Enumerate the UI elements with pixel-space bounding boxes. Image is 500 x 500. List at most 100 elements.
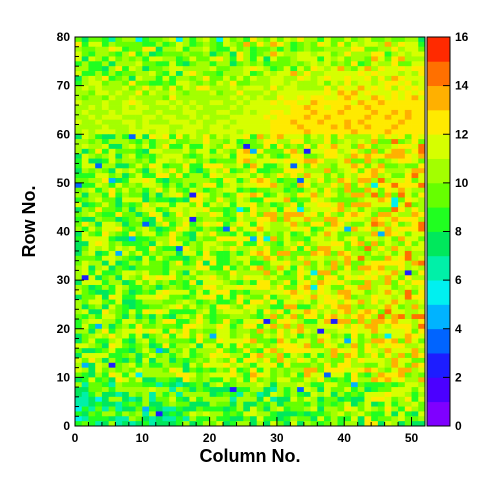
heatmap-cell	[189, 333, 197, 339]
heatmap-cell	[216, 37, 224, 43]
heatmap-cell	[377, 71, 385, 77]
heatmap-cell	[377, 362, 385, 368]
heatmap-cell	[250, 270, 258, 276]
heatmap-cell	[81, 178, 89, 184]
heatmap-cell	[142, 66, 150, 72]
heatmap-cell	[209, 192, 217, 198]
heatmap-cell	[95, 275, 103, 281]
heatmap-cell	[101, 377, 110, 383]
heatmap-cell	[182, 319, 190, 325]
heatmap-cell	[223, 391, 231, 398]
heatmap-cell	[216, 289, 224, 296]
heatmap-cell	[182, 41, 190, 48]
heatmap-cell	[350, 163, 359, 169]
heatmap-cell	[337, 105, 345, 111]
heatmap-cell	[135, 61, 143, 67]
heatmap-cell	[283, 328, 291, 334]
heatmap-cell	[297, 294, 305, 300]
heatmap-cell	[404, 391, 412, 398]
heatmap-cell	[303, 323, 311, 330]
heatmap-cell	[324, 173, 332, 179]
heatmap-cell	[310, 265, 318, 271]
heatmap-cell	[108, 226, 116, 232]
heatmap-cell	[223, 134, 231, 140]
heatmap-cell	[243, 319, 251, 325]
heatmap-cell	[310, 289, 318, 296]
heatmap-cell	[337, 246, 345, 252]
heatmap-cell	[142, 270, 150, 276]
heatmap-cell	[169, 182, 177, 189]
heatmap-cell	[411, 323, 419, 330]
heatmap-cell	[95, 56, 103, 62]
heatmap-cell	[149, 411, 157, 417]
heatmap-cell	[101, 275, 110, 281]
heatmap-cell	[324, 153, 332, 159]
heatmap-cell	[115, 314, 123, 320]
heatmap-cell	[371, 46, 379, 52]
heatmap-cell	[310, 216, 318, 223]
heatmap-cell	[135, 421, 143, 427]
heatmap-cell	[142, 323, 150, 330]
heatmap-cell	[101, 309, 110, 315]
heatmap-cell	[350, 134, 359, 140]
heatmap-cell	[290, 362, 298, 368]
heatmap-cell	[75, 202, 83, 208]
heatmap-cell	[128, 41, 136, 48]
heatmap-cell	[310, 182, 318, 189]
heatmap-cell	[142, 241, 150, 247]
heatmap-cell	[384, 66, 392, 72]
heatmap-cell	[357, 80, 365, 86]
heatmap-cell	[263, 226, 271, 232]
heatmap-cell	[223, 236, 231, 242]
heatmap-cell	[317, 51, 325, 57]
heatmap-cell	[101, 37, 110, 43]
heatmap-cell	[377, 90, 385, 96]
heatmap-cell	[411, 372, 419, 378]
heatmap-cell	[371, 202, 379, 208]
heatmap-cell	[337, 46, 345, 52]
heatmap-cell	[101, 182, 110, 189]
heatmap-cell	[364, 231, 372, 237]
heatmap-cell	[189, 265, 197, 271]
heatmap-cell	[250, 95, 258, 101]
heatmap-cell	[128, 304, 136, 310]
heatmap-cell	[290, 411, 298, 417]
heatmap-cell	[371, 226, 379, 232]
heatmap-cell	[310, 231, 318, 237]
heatmap-cell	[75, 153, 83, 159]
heatmap-cell	[290, 396, 298, 403]
heatmap-cell	[95, 406, 103, 412]
heatmap-cell	[377, 41, 385, 48]
heatmap-cell	[189, 109, 197, 116]
palette-swatch	[427, 377, 450, 403]
heatmap-cell	[229, 80, 237, 86]
heatmap-cell	[216, 168, 224, 174]
heatmap-cell	[135, 260, 143, 266]
heatmap-cell	[350, 178, 359, 184]
heatmap-cell	[229, 362, 237, 368]
heatmap-cell	[324, 309, 332, 315]
heatmap-cell	[263, 168, 271, 174]
heatmap-cell	[135, 163, 143, 169]
heatmap-cell	[364, 51, 372, 57]
heatmap-cell	[310, 37, 318, 43]
heatmap-cell	[391, 362, 399, 368]
palette-tick-label: 12	[455, 127, 469, 141]
heatmap-cell	[290, 80, 298, 86]
heatmap-cell	[270, 143, 278, 150]
heatmap-cell	[411, 153, 419, 159]
heatmap-cell	[337, 391, 345, 398]
heatmap-cell	[411, 124, 419, 130]
heatmap-cell	[101, 411, 110, 417]
heatmap-cell	[209, 37, 217, 43]
heatmap-cell	[337, 401, 345, 407]
heatmap-cell	[270, 343, 278, 349]
heatmap-cell	[216, 406, 224, 412]
heatmap-cell	[290, 168, 298, 174]
heatmap-cell	[115, 377, 123, 383]
heatmap-cell	[337, 71, 345, 77]
heatmap-cell	[155, 280, 163, 286]
heatmap-cell	[162, 333, 170, 339]
heatmap-cell	[216, 250, 224, 257]
